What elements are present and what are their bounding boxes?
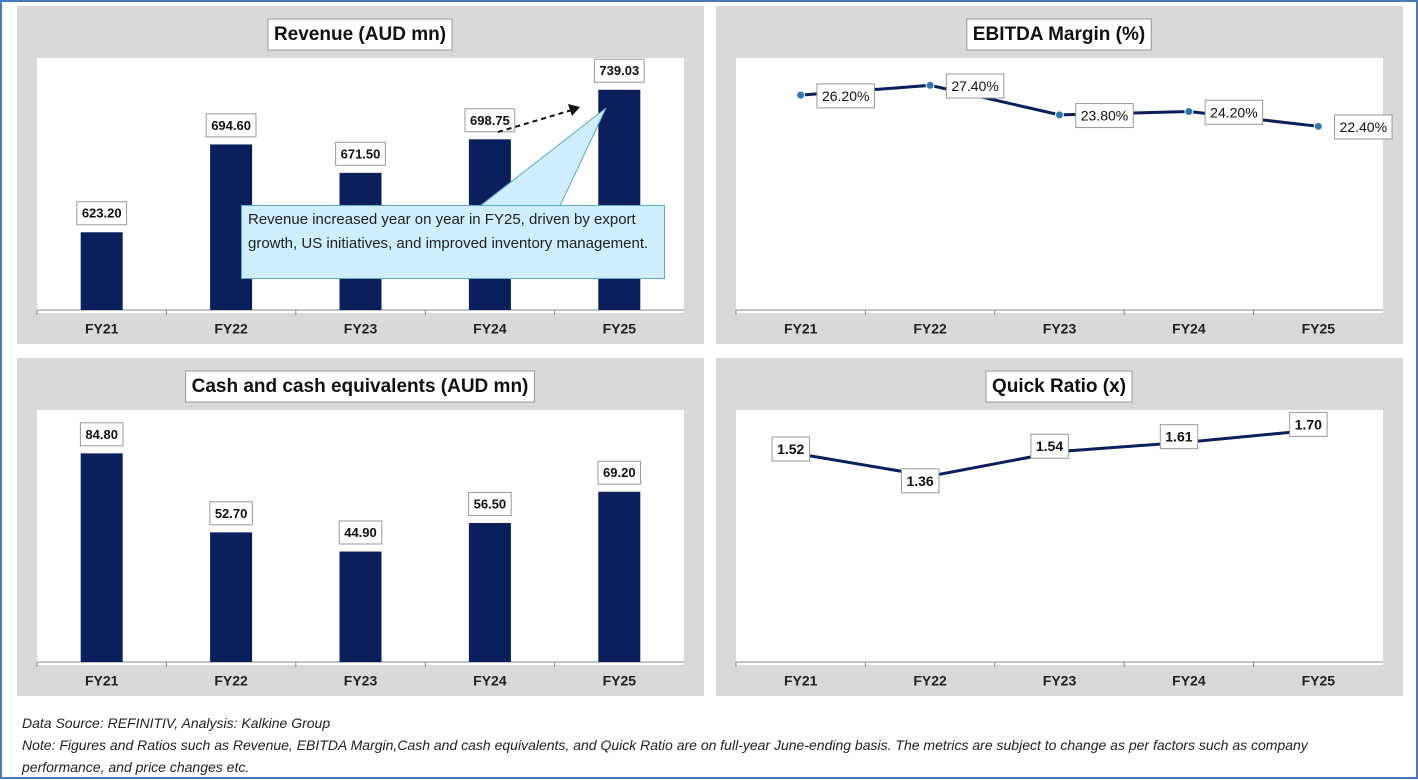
note: Note: Figures and Ratios such as Revenue… [22,737,1308,775]
x-tick-label: FY21 [784,673,818,689]
data-label: 27.40% [951,78,998,94]
data-label-box [597,460,642,485]
data-label-box [771,436,811,462]
data-label: 56.50 [474,496,507,511]
x-tick-label: FY25 [1302,673,1336,689]
data-label-box [205,113,257,138]
data-label: 1.70 [1295,416,1322,432]
bar [598,491,641,662]
data-label-box [900,468,940,494]
data-label-box [79,422,124,447]
source: Data Source: REFINITIV, Analysis: Kalkin… [22,715,331,731]
x-tick-label: FY24 [473,673,507,689]
bar [80,232,123,310]
x-tick-label: FY25 [603,673,637,689]
x-tick-label: FY21 [85,673,119,689]
data-label-box [209,501,253,526]
data-label: 1.52 [777,441,804,457]
data-label: 69.20 [603,465,636,480]
x-tick-label: FY25 [603,321,637,337]
data-label-box [1204,99,1264,125]
data-label: 44.90 [344,525,377,540]
x-tick-label: FY23 [344,673,378,689]
arrow [497,109,573,133]
data-label: 1.36 [906,473,933,489]
data-label-box [816,83,875,109]
data-label-box [338,520,383,545]
data-label-box [1289,411,1328,437]
x-tick-label: FY21 [85,321,119,337]
x-tick-label: FY23 [1043,321,1077,337]
bar [468,523,511,662]
x-tick-label: FY23 [1043,673,1077,689]
data-label-box [1159,424,1199,450]
footer: Data Source: REFINITIV, Analysis: Kalkin… [22,712,1392,778]
data-label: 698.75 [470,113,510,128]
data-label: 671.50 [341,146,381,161]
x-tick-label: FY22 [913,321,947,337]
data-label: 23.80% [1081,108,1128,124]
chart-title-box [185,370,535,403]
data-label: 22.40% [1340,119,1387,135]
x-tick-label: FY23 [344,321,378,337]
marker [1055,110,1064,120]
x-tick-label: FY24 [1172,321,1206,337]
bar [210,532,253,662]
data-label-box [468,491,512,516]
x-tick-label: FY22 [214,673,248,689]
bar [339,551,382,662]
data-label-box [335,141,386,166]
chart-title: EBITDA Margin (%) [973,24,1145,45]
x-tick-label: FY24 [1172,673,1206,689]
marker [796,90,806,100]
x-tick-label: FY21 [784,321,818,337]
data-label-box [593,58,645,83]
bar [80,453,123,662]
chart-title-box [985,370,1133,403]
data-label-box [76,201,128,226]
chart-title-box [267,18,453,51]
data-label: 739.03 [599,63,639,78]
chart-title: Quick Ratio (x) [992,376,1126,397]
chart-title: Cash and cash equivalents (AUD mn) [192,376,529,397]
x-tick-label: FY22 [214,321,248,337]
data-label: 24.20% [1210,104,1257,120]
data-label: 26.20% [822,88,869,104]
data-label-box [1030,433,1069,459]
x-tick-label: FY22 [913,673,947,689]
data-label-box [1075,103,1134,129]
data-label: 623.20 [82,206,122,221]
arrow-head [568,104,580,116]
annotation: Revenue increased year on year in FY25, … [241,205,665,279]
data-label-box [945,73,1005,99]
chart-title: Revenue (AUD mn) [274,24,446,45]
chart-title-box [966,18,1152,51]
marker [1313,121,1323,131]
data-label: 1.54 [1036,438,1063,454]
x-tick-label: FY24 [473,321,507,337]
x-tick-label: FY25 [1302,321,1336,337]
data-label: 1.61 [1165,429,1192,445]
marker [1184,107,1194,117]
marker [925,80,935,90]
data-label-box [464,108,516,133]
data-label: 694.60 [211,118,251,133]
data-label: 84.80 [85,427,118,442]
data-label-box [1334,114,1393,140]
data-label: 52.70 [215,506,248,521]
